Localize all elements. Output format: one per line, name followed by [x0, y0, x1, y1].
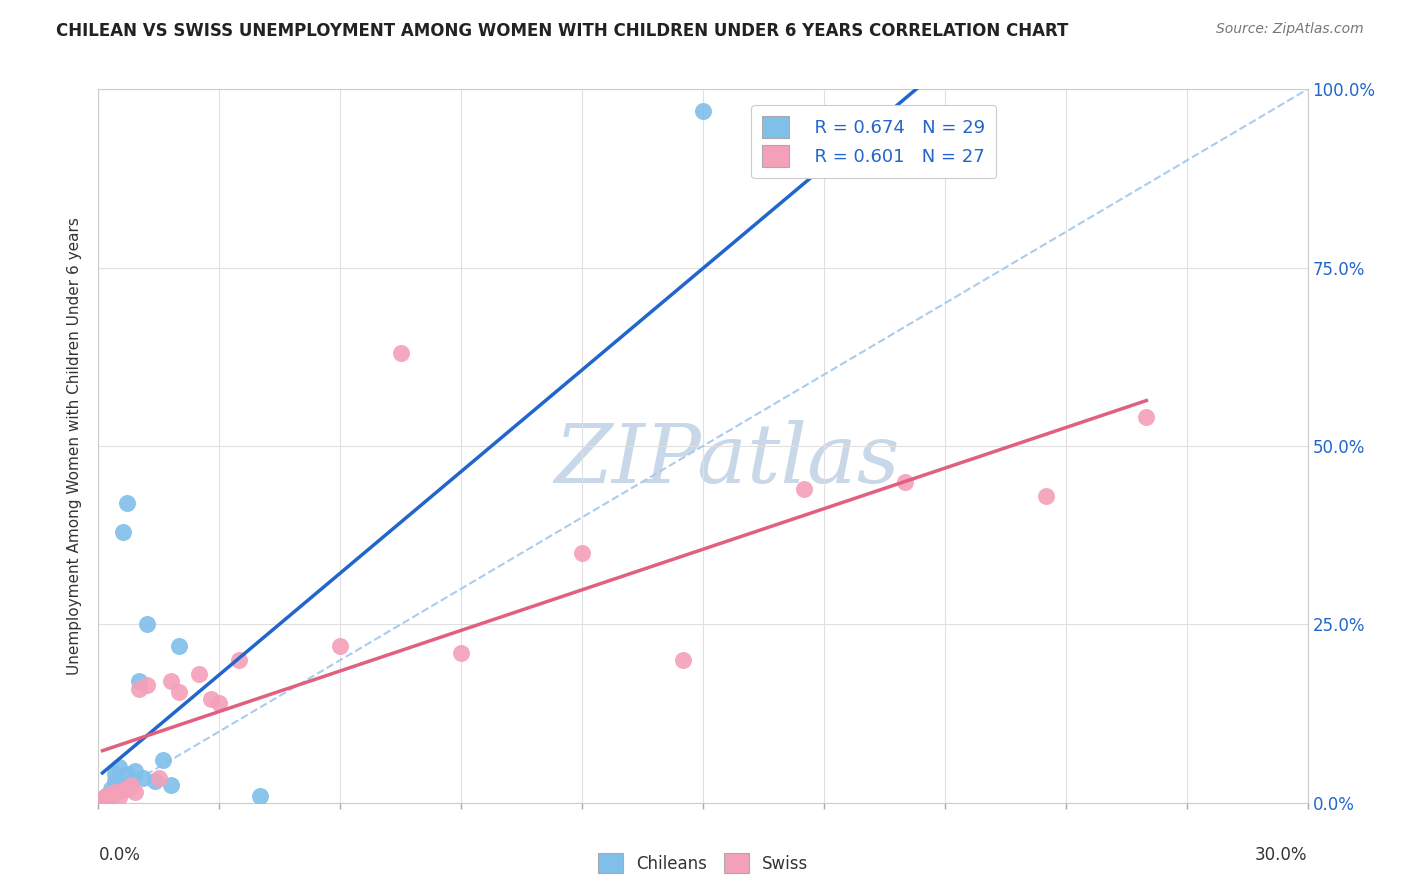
Text: 0.0%: 0.0%: [98, 846, 141, 863]
Text: CHILEAN VS SWISS UNEMPLOYMENT AMONG WOMEN WITH CHILDREN UNDER 6 YEARS CORRELATIO: CHILEAN VS SWISS UNEMPLOYMENT AMONG WOME…: [56, 22, 1069, 40]
Point: [120, 778, 142, 792]
Point: [107, 778, 129, 792]
Point: [115, 496, 138, 510]
Point: [389, 346, 412, 360]
Point: [96, 791, 118, 805]
Point: [167, 685, 190, 699]
Point: [160, 674, 183, 689]
Point: [450, 646, 472, 660]
Text: 30.0%: 30.0%: [1256, 846, 1308, 863]
Point: [96, 794, 118, 808]
Point: [107, 760, 129, 774]
Point: [249, 789, 271, 803]
Point: [100, 790, 122, 805]
Point: [135, 678, 157, 692]
Point: [143, 774, 166, 789]
Point: [672, 653, 695, 667]
Point: [91, 792, 114, 806]
Point: [111, 783, 134, 797]
Point: [128, 681, 150, 696]
Point: [124, 764, 146, 778]
Point: [91, 792, 114, 806]
Point: [115, 781, 138, 796]
Point: [893, 475, 915, 489]
Point: [132, 771, 155, 785]
Point: [793, 482, 815, 496]
Point: [96, 789, 118, 803]
Point: [103, 785, 125, 799]
Text: Source: ZipAtlas.com: Source: ZipAtlas.com: [1216, 22, 1364, 37]
Text: ZIPatlas: ZIPatlas: [554, 420, 900, 500]
Point: [208, 696, 231, 710]
Point: [160, 778, 183, 792]
Point: [103, 767, 125, 781]
Point: [1035, 489, 1057, 503]
Point: [200, 692, 222, 706]
Point: [100, 787, 122, 801]
Point: [692, 103, 714, 118]
Y-axis label: Unemployment Among Women with Children Under 6 years: Unemployment Among Women with Children U…: [67, 217, 83, 675]
Point: [115, 767, 138, 781]
Point: [167, 639, 190, 653]
Point: [974, 111, 997, 125]
Point: [152, 753, 174, 767]
Point: [103, 774, 125, 789]
Point: [111, 781, 134, 796]
Point: [228, 653, 250, 667]
Point: [128, 674, 150, 689]
Point: [1135, 410, 1157, 425]
Point: [124, 785, 146, 799]
Point: [148, 771, 170, 785]
Point: [100, 781, 122, 796]
Point: [329, 639, 352, 653]
Point: [103, 785, 125, 799]
Point: [111, 524, 134, 539]
Point: [188, 667, 211, 681]
Point: [96, 789, 118, 803]
Point: [135, 617, 157, 632]
Point: [107, 790, 129, 805]
Point: [571, 546, 593, 560]
Point: [91, 794, 114, 808]
Point: [120, 774, 142, 789]
Point: [100, 787, 122, 801]
Legend: Chileans, Swiss: Chileans, Swiss: [591, 847, 815, 880]
